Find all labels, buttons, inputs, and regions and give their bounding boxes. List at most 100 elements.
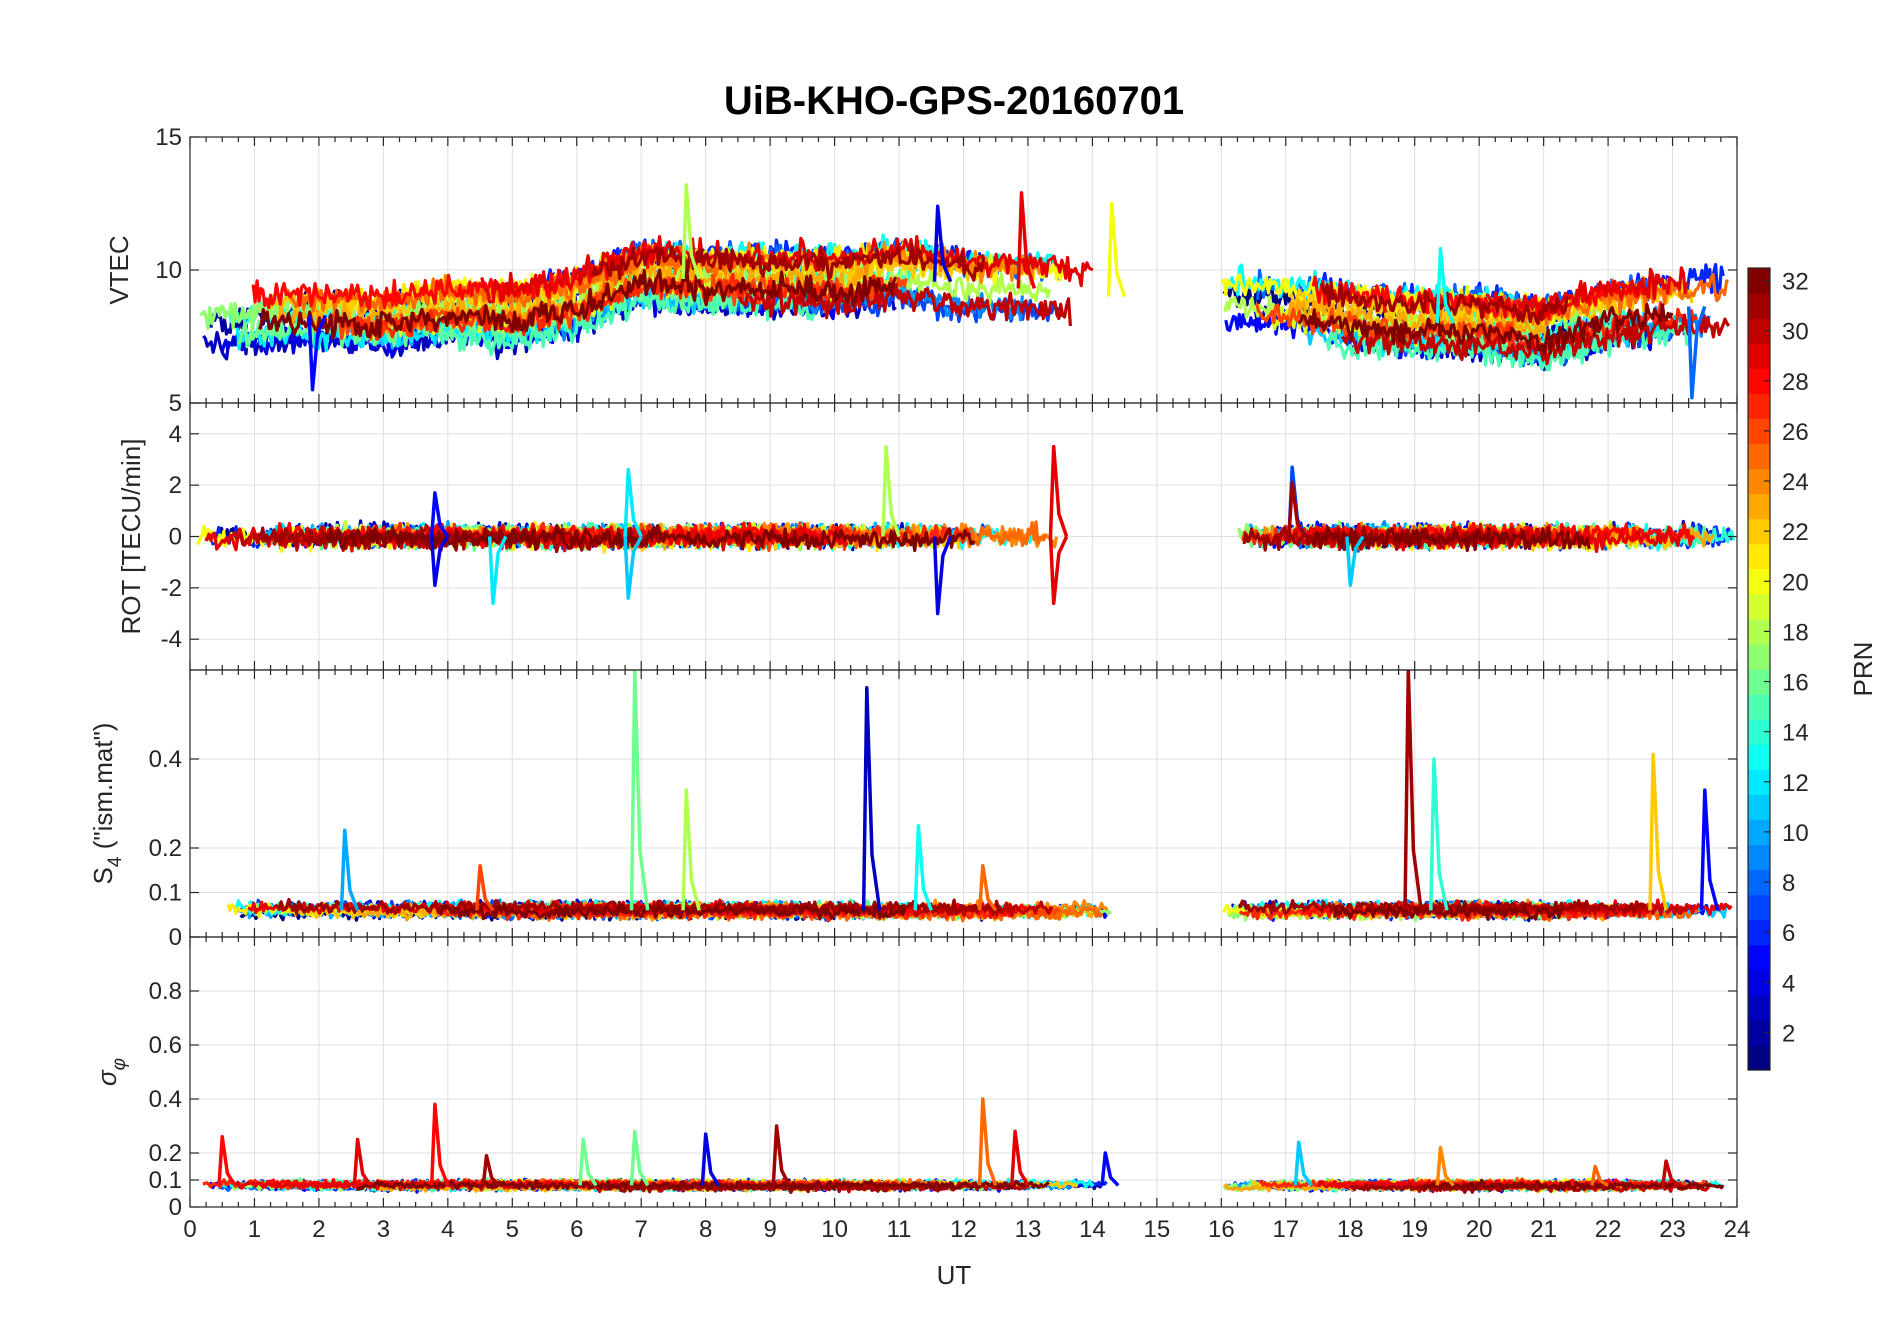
colorbar-swatch	[1748, 794, 1770, 820]
y-axis-label-rot: ROT [TECU/min]	[116, 439, 146, 635]
colorbar-tick-label: 28	[1782, 369, 1809, 396]
x-tick-label: 3	[377, 1216, 390, 1243]
colorbar-label: PRN	[1848, 642, 1878, 697]
spike-prn-20	[1106, 201, 1127, 298]
series-line-prn-32	[257, 268, 898, 340]
spike-prn-18	[681, 788, 701, 911]
spike-prn-11	[1345, 535, 1365, 588]
spike-prn-28	[217, 1135, 237, 1187]
y-tick-label: 0.1	[149, 880, 182, 907]
series-line-prn-31	[1238, 899, 1647, 916]
spike-prn-31	[1403, 670, 1423, 911]
series-line-prn-32	[355, 1179, 1050, 1192]
y-tick-label: 0.2	[149, 835, 182, 862]
colorbar-tick-label: 22	[1782, 519, 1809, 546]
colorbar-swatch	[1748, 844, 1770, 871]
y-tick-label: -2	[161, 575, 182, 602]
series-line-prn-32	[1333, 903, 1563, 921]
y-tick-label: 2	[169, 472, 182, 499]
spike-prn-3	[861, 686, 882, 911]
series-vtec	[199, 183, 1731, 400]
y-tick-label: 0.6	[149, 1032, 182, 1059]
colorbar-swatch	[1748, 268, 1770, 294]
chart-title: UiB-KHO-GPS-20160701	[724, 79, 1184, 123]
series-line-prn-30	[1340, 313, 1731, 366]
spike-prn-11	[1293, 1140, 1314, 1187]
x-tick-label: 5	[506, 1216, 519, 1243]
series-line-prn-32	[1297, 302, 1674, 355]
panel-vtec: 5 10 15 VTEC	[104, 124, 1738, 417]
x-tick-label: 14	[1079, 1216, 1106, 1243]
y-axis-label-vtec: VTEC	[104, 235, 134, 304]
colorbar-swatch	[1748, 719, 1770, 745]
x-ticks-vtec	[189, 137, 1738, 403]
colorbar-swatch	[1748, 493, 1770, 520]
grid-s4	[189, 670, 1738, 938]
spike-prn-29	[1048, 535, 1069, 606]
y-axis-label-sigma: σφ	[92, 1058, 130, 1086]
spike-prn-11	[623, 535, 643, 600]
x-tick-label: 23	[1659, 1216, 1686, 1243]
y-tick-label: 15	[155, 124, 182, 151]
x-ticks-rot	[189, 403, 1738, 670]
colorbar-swatch	[1748, 518, 1770, 545]
x-ticks-sigma	[189, 937, 1738, 1207]
series-rot	[196, 444, 1736, 616]
spike-prn-5	[307, 314, 328, 392]
colorbar-swatch	[1748, 543, 1770, 570]
series-line-prn-31	[591, 243, 986, 282]
colorbar-swatch	[1748, 318, 1770, 344]
x-tick-label: 10	[821, 1216, 848, 1243]
colorbar-swatch	[1748, 994, 1770, 1021]
colorbar-swatch	[1748, 393, 1770, 419]
spike-prn-29	[1010, 1129, 1030, 1187]
series-line-prn-28	[251, 242, 661, 311]
spike-prn-4	[429, 535, 450, 588]
x-axis: 0 1 2 3 4 5 6 7 8 9 10 11 12 13 14 15 16 17 18 19 20 21 22 23 24	[183, 1216, 1750, 1243]
x-tick-label: 7	[635, 1216, 648, 1243]
spike-prn-25	[977, 864, 998, 912]
y-tick-label: 4	[169, 421, 182, 448]
x-tick-label: 15	[1144, 1216, 1171, 1243]
spike-prn-5	[1100, 1151, 1120, 1187]
colorbar-swatch	[1748, 919, 1770, 946]
series-line-prn-32	[437, 903, 907, 921]
y-tick-label: 0	[169, 524, 182, 551]
x-tick-label: 2	[312, 1216, 325, 1243]
colorbar-tick-label: 4	[1782, 970, 1795, 997]
spike-prn-4	[932, 204, 953, 283]
colorbar-tick-label: 14	[1782, 720, 1809, 747]
spike-prn-10	[339, 828, 360, 911]
x-tick-label: 11	[887, 1216, 912, 1243]
spike-prn-13	[913, 824, 933, 911]
colorbar-swatch	[1748, 343, 1770, 369]
x-tick-label: 17	[1272, 1216, 1299, 1243]
colorbar-swatch	[1748, 568, 1770, 595]
series-s4	[226, 670, 1733, 923]
y-axis-rot: -4 -2 0 2 4	[161, 421, 1737, 653]
x-tick-label: 20	[1466, 1216, 1493, 1243]
y-axis-vtec: 5 10 15	[155, 124, 1737, 417]
series-line-prn-29	[1485, 266, 1689, 320]
x-tick-label: 0	[183, 1216, 196, 1243]
x-tick-label: 21	[1530, 1216, 1557, 1243]
y-tick-label: 0	[169, 924, 182, 951]
panel-rot: -4 -2 0 2 4 ROT [TECU/min]	[116, 402, 1738, 671]
colorbar-tick-label: 32	[1782, 269, 1809, 296]
colorbar-swatch	[1748, 969, 1770, 996]
spike-prn-31	[1287, 480, 1307, 538]
colorbar-swatch	[1748, 468, 1770, 495]
colorbar-swatch	[1748, 418, 1770, 445]
y-tick-label: 10	[155, 257, 182, 284]
y-tick-label: 0.2	[149, 1140, 182, 1167]
colorbar-tick-label: 6	[1782, 920, 1795, 947]
spike-prn-31	[771, 1124, 792, 1187]
x-ticks-s4	[189, 670, 1738, 937]
x-tick-label: 18	[1337, 1216, 1364, 1243]
spike-prn-25	[1590, 1164, 1610, 1187]
x-tick-label: 24	[1724, 1216, 1751, 1243]
x-tick-label: 4	[441, 1216, 454, 1243]
